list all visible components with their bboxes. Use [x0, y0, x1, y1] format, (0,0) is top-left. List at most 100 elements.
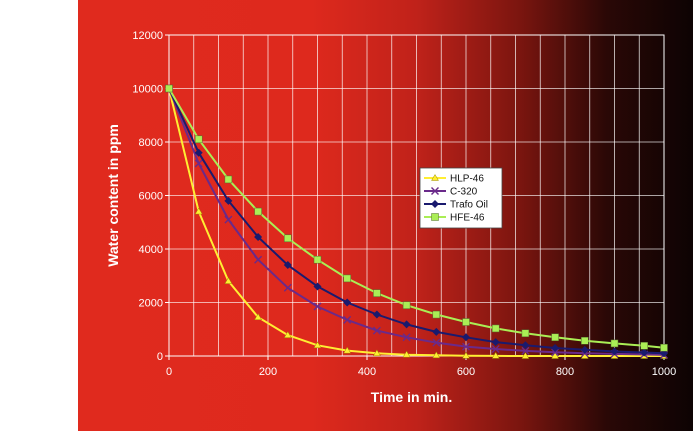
legend-label: Trafo Oil — [450, 200, 488, 211]
data-point-diamond — [580, 345, 589, 354]
data-point-triangle — [343, 346, 352, 354]
data-point-triangle — [372, 349, 381, 357]
legend: HLP-46 C-320 Trafo Oil HFE-46 — [419, 167, 503, 229]
data-point-x — [194, 159, 203, 168]
data-point-diamond — [283, 261, 292, 270]
data-point-square — [254, 207, 262, 216]
series-line — [168, 87, 665, 349]
legend-label: C-320 — [450, 187, 478, 198]
data-point-x — [313, 302, 322, 311]
chart-background — [78, 0, 693, 431]
legend-item: C-320 — [424, 187, 478, 198]
data-point-square — [551, 333, 559, 342]
data-point-triangle — [283, 331, 292, 338]
data-point-square — [431, 213, 439, 221]
data-point-x — [521, 346, 530, 355]
y-tick-label: 6000 — [139, 191, 163, 203]
data-point-x — [462, 342, 470, 351]
x-stroke — [254, 255, 263, 264]
data-point-square — [610, 339, 619, 348]
data-point-square — [432, 310, 441, 319]
x-stroke — [491, 345, 500, 354]
data-point-square — [462, 318, 470, 326]
data-point-square — [581, 337, 589, 345]
data-point-square — [402, 301, 411, 309]
data-point-triangle — [402, 350, 411, 358]
x-stroke — [224, 215, 233, 224]
data-point-triangle — [313, 341, 322, 349]
x-tick-label: 1000 — [652, 366, 676, 378]
series-line — [168, 88, 665, 356]
data-point-x — [402, 333, 411, 342]
x-stroke — [194, 159, 203, 168]
data-point-diamond — [372, 310, 381, 319]
series-line — [168, 88, 664, 357]
data-point-diamond — [431, 200, 439, 208]
data-point-square — [343, 274, 351, 283]
series-lines — [165, 84, 668, 359]
data-point-triangle — [432, 351, 441, 359]
x-stroke — [283, 283, 292, 292]
x-tick-label: 0 — [166, 366, 172, 378]
data-point-diamond — [432, 327, 441, 336]
x-stroke — [372, 326, 381, 335]
data-point-diamond — [491, 338, 500, 347]
data-point-x — [224, 215, 233, 224]
data-point-diamond — [254, 232, 263, 241]
data-point-triangle — [224, 277, 233, 284]
x-stroke — [343, 315, 352, 324]
legend-label: HLP-46 — [450, 174, 484, 185]
legend-item: HFE-46 — [424, 213, 485, 224]
x-stroke — [431, 187, 439, 195]
data-point-square — [165, 84, 173, 93]
data-point-diamond — [194, 148, 203, 157]
data-point-square — [491, 324, 500, 333]
y-tick-label: 8000 — [139, 137, 163, 149]
data-point-triangle — [551, 352, 560, 359]
data-point-triangle — [254, 313, 263, 320]
y-tick-label: 10000 — [132, 84, 163, 96]
data-point-diamond — [313, 282, 322, 291]
data-point-diamond — [402, 320, 411, 329]
x-tick-label: 400 — [358, 366, 376, 378]
y-axis-ticks: 0 2000 4000 6000 8000 10000 12000 — [132, 30, 169, 363]
x-stroke — [521, 346, 530, 355]
data-point-square — [284, 234, 292, 243]
data-point-square — [640, 342, 648, 350]
data-point-x — [551, 348, 560, 357]
data-point-x — [343, 315, 352, 324]
y-tick-label: 0 — [157, 351, 163, 363]
x-stroke — [551, 348, 560, 357]
data-point-square — [194, 135, 203, 144]
data-point-triangle — [491, 351, 500, 359]
data-point-diamond — [551, 343, 560, 352]
series-trafo-oil — [165, 84, 668, 358]
data-point-triangle — [194, 207, 203, 215]
x-stroke — [313, 302, 322, 311]
x-tick-label: 200 — [259, 366, 277, 378]
data-point-diamond — [462, 333, 470, 342]
x-stroke — [402, 333, 411, 342]
data-point-x — [431, 187, 439, 195]
data-point-diamond — [640, 348, 649, 357]
legend-label: HFE-46 — [450, 213, 485, 224]
data-point-triangle — [462, 351, 470, 359]
data-point-diamond — [343, 298, 352, 307]
data-point-square — [521, 329, 530, 338]
series-line — [168, 88, 665, 355]
data-point-triangle — [521, 352, 530, 359]
data-point-square — [313, 255, 322, 264]
legend-item: Trafo Oil — [424, 200, 488, 211]
y-axis-title: Water content in ppm — [105, 124, 121, 267]
data-point-square — [224, 175, 233, 184]
x-axis-title: Time in min. — [371, 389, 452, 405]
x-tick-label: 800 — [556, 366, 574, 378]
data-point-diamond — [610, 347, 619, 356]
data-point-x — [372, 326, 381, 335]
data-point-x — [432, 338, 441, 347]
legend-item: HLP-46 — [424, 174, 484, 185]
x-tick-label: 600 — [457, 366, 475, 378]
x-stroke — [462, 342, 470, 351]
data-point-square — [660, 343, 668, 352]
